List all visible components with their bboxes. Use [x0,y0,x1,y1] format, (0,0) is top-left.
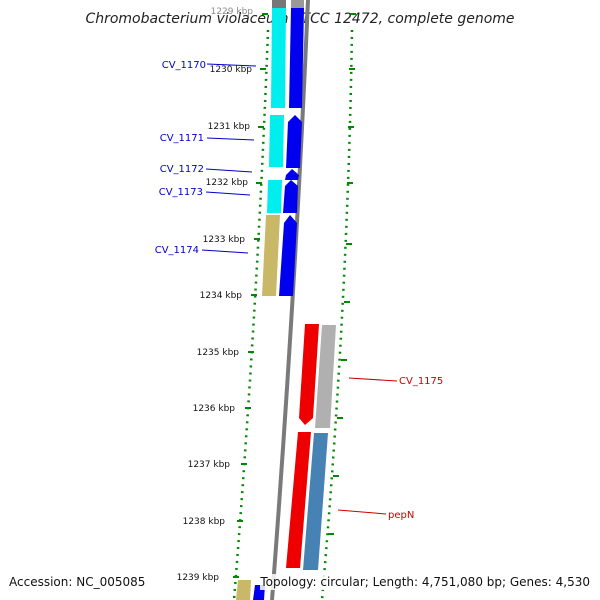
label-connectors-red [337,377,398,515]
tick-label: 1229 kbp [211,7,254,17]
tick-marks [233,13,268,578]
steelblue-gene [303,433,328,570]
olive-gene [262,215,280,296]
genome-stats-text: Topology: circular; Length: 4,751,080 bp… [260,574,590,590]
label-connectors-blue [201,63,257,254]
cyan-gene-1 [271,8,286,108]
gene-label-cv1171[interactable]: CV_1171 [160,133,204,144]
right-dotted-boundary [320,29,354,600]
tick-label: 1239 kbp [177,573,220,583]
tick-label: 1238 kbp [183,517,226,527]
tick-marks-right [328,13,356,535]
blue-gene-3 [285,169,299,180]
gene-partial-top [272,0,286,8]
olive-gene-bottom [236,580,251,600]
gene-label-pepn[interactable]: pepN [388,510,414,521]
genome-backbone [270,0,310,600]
tick-label: 1237 kbp [188,460,231,470]
tick-label: 1232 kbp [206,178,249,188]
tick-label: 1236 kbp [193,404,236,414]
gene-label-cv1172[interactable]: CV_1172 [160,164,204,175]
tick-label: 1231 kbp [208,122,251,132]
cyan-gene-3 [267,180,282,213]
gene-label-cv1175[interactable]: CV_1175 [399,376,443,387]
gene-partial-top-2 [291,0,304,8]
cyan-gene-2 [269,115,284,167]
gene-label-cv1173[interactable]: CV_1173 [159,187,203,198]
blue-gene-1 [289,8,304,108]
tick-label: 1234 kbp [200,291,243,301]
gene-label-cv1174[interactable]: CV_1174 [155,245,199,256]
gray-gene [315,325,336,428]
red-gene-2 [286,432,311,568]
accession-text: Accession: NC_005085 [9,574,146,590]
left-dotted-boundary [232,29,270,600]
tick-label: 1230 kbp [210,65,253,75]
blue-gene-2 [286,115,302,168]
tick-label: 1233 kbp [203,235,246,245]
gene-label-cv1170[interactable]: CV_1170 [162,60,206,71]
tick-label: 1235 kbp [197,348,240,358]
blue-gene-4 [283,180,298,213]
blue-gene-5 [279,215,297,296]
red-gene-1 [299,324,319,425]
